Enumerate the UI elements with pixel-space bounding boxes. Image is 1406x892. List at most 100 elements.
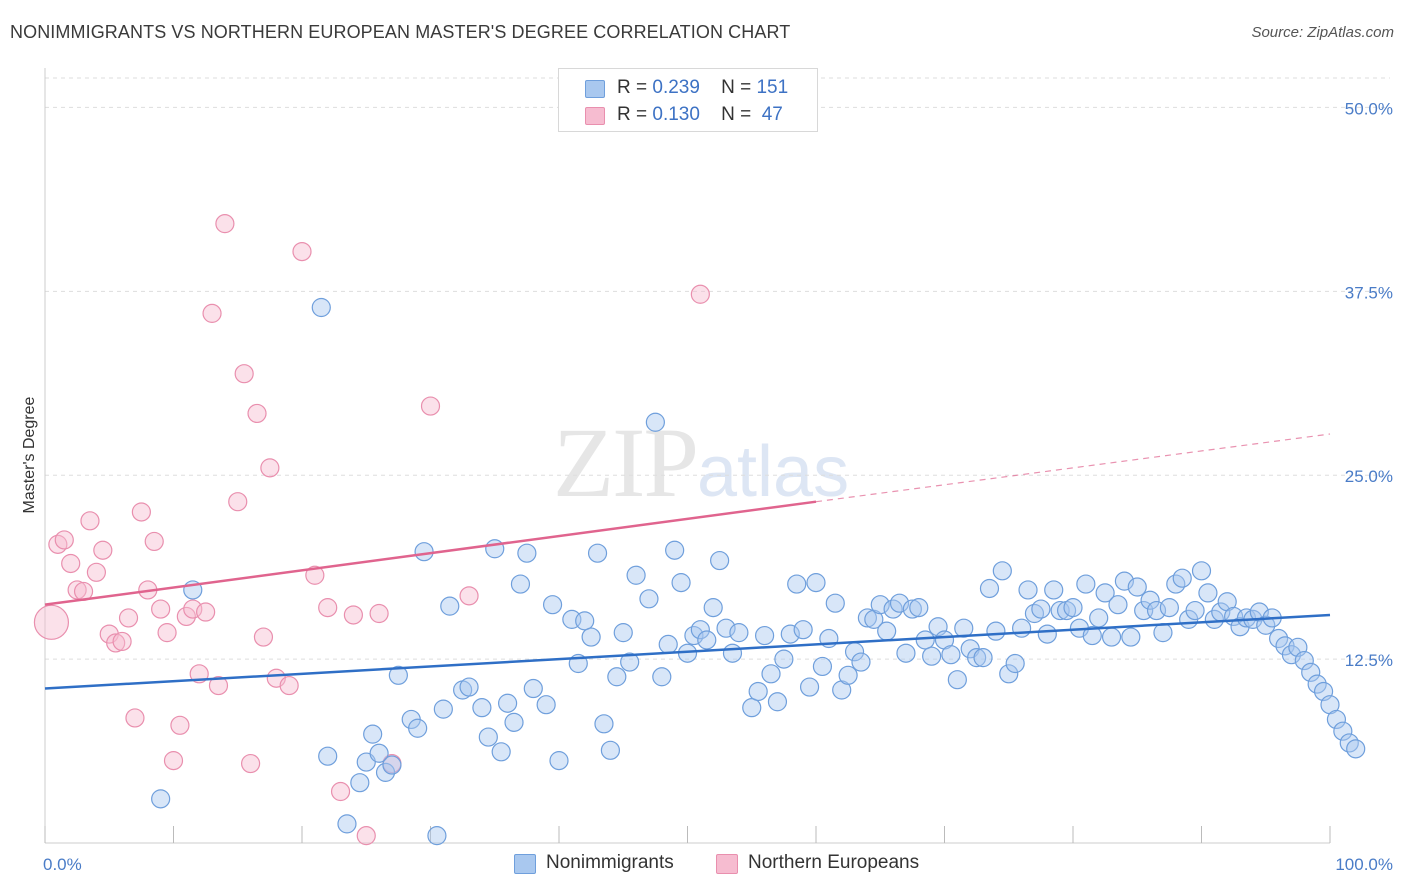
- northern-europeans-point: [253, 627, 274, 647]
- legend-n-value: 47: [761, 104, 783, 125]
- nonimmigrants-point: [690, 620, 710, 640]
- northern-europeans-point: [420, 396, 441, 416]
- northern-europeans-point: [459, 586, 479, 606]
- northern-europeans-point: [292, 241, 312, 262]
- nonimmigrants-point: [986, 621, 1006, 641]
- nonimmigrants-point: [922, 646, 942, 666]
- nonimmigrants-point: [440, 596, 460, 616]
- nonimmigrants-point: [896, 643, 916, 663]
- nonimmigrants-point: [851, 652, 871, 672]
- stats-legend: R = 0.239 N = 151 R = 0.130 N = 47: [558, 68, 818, 132]
- northern-europeans-point: [144, 531, 164, 552]
- nonimmigrants-trend-line: [44, 613, 1331, 690]
- nonimmigrants-point: [1307, 674, 1327, 694]
- northern-europeans-point: [234, 364, 254, 384]
- nonimmigrants-point: [973, 648, 993, 668]
- nonimmigrants-point: [877, 621, 897, 641]
- nonimmigrants-point: [979, 578, 1000, 599]
- nonimmigrants-points: [151, 297, 1366, 846]
- nonimmigrants-point: [639, 589, 659, 609]
- nonimmigrants-point: [620, 652, 640, 672]
- nonimmigrants-point: [671, 573, 691, 593]
- nonimmigrants-point: [575, 611, 595, 631]
- nonimmigrants-point: [498, 693, 518, 713]
- nonimmigrants-point: [665, 540, 685, 560]
- nonimmigrants-point: [517, 543, 537, 563]
- nonimmigrants-point: [658, 634, 678, 654]
- northern-europeans-point: [356, 826, 376, 846]
- nonimmigrants-point: [1108, 595, 1128, 615]
- northern-europeans-point: [260, 458, 280, 478]
- nonimmigrants-point: [1089, 608, 1109, 628]
- nonimmigrants-point: [1011, 618, 1032, 638]
- nonimmigrants-point: [1018, 580, 1038, 600]
- northern-europeans-point: [330, 781, 351, 802]
- northern-europeans-point: [131, 502, 151, 522]
- nonimmigrants-point: [408, 718, 428, 738]
- northern-europeans-point: [241, 753, 261, 774]
- northern-europeans-point: [106, 633, 126, 653]
- legend-n-label: N =: [721, 104, 752, 125]
- nonimmigrants-point: [1031, 599, 1051, 619]
- legend-r-value: 0.239: [652, 77, 700, 98]
- northern-europeans-trend-extension: [815, 433, 1331, 503]
- nonimmigrants-point: [542, 595, 563, 615]
- nonimmigrants-point: [414, 542, 434, 562]
- chart-title: NONIMMIGRANTS VS NORTHERN EUROPEAN MASTE…: [10, 22, 791, 42]
- nonimmigrants-point: [645, 412, 665, 432]
- nonimmigrants-point: [1333, 721, 1353, 741]
- nonimmigrants-point: [947, 670, 967, 690]
- nonimmigrants-point: [536, 695, 556, 715]
- northern-europeans-point: [369, 603, 389, 624]
- nonimmigrants-point: [1044, 580, 1064, 600]
- nonimmigrants-point: [742, 698, 762, 718]
- nonimmigrants-point: [857, 608, 878, 628]
- nonimmigrants-point: [838, 665, 858, 685]
- northern-europeans-point: [86, 562, 107, 582]
- nonimmigrants-point: [375, 762, 396, 782]
- nonimmigrants-point: [703, 598, 723, 618]
- nonimmigrants-point: [999, 664, 1019, 684]
- nonimmigrants-point: [1140, 590, 1160, 610]
- nonimmigrants-point: [369, 743, 389, 763]
- nonimmigrants-point: [909, 598, 929, 618]
- nonimmigrants-point: [992, 561, 1012, 581]
- watermark-zip: ZIP: [553, 407, 699, 518]
- nonimmigrants-point: [1294, 650, 1314, 671]
- nonimmigrants-point: [1172, 568, 1192, 588]
- nonimmigrants-point: [459, 677, 479, 697]
- bottom-legend-swatch-pink: [716, 854, 738, 874]
- nonimmigrants-point: [799, 677, 820, 697]
- nonimmigrants-point: [1127, 577, 1147, 597]
- legend-n-value: 151: [756, 77, 789, 98]
- bottom-legend-label: Northern Europeans: [748, 852, 920, 873]
- nonimmigrants-point: [1095, 583, 1115, 603]
- tick-labels: 12.5% 25.0% 37.5% 50.0% 0.0% 100.0% Master's D…: [21, 99, 1393, 874]
- legend-r-label: R =: [617, 104, 648, 125]
- nonimmigrants-point: [350, 773, 370, 793]
- northern-europeans-point: [112, 631, 132, 652]
- nonimmigrants-point: [1198, 583, 1218, 603]
- y-tick-label: 37.5%: [1345, 283, 1393, 302]
- nonimmigrants-point: [1153, 623, 1173, 643]
- nonimmigrants-point: [151, 789, 171, 809]
- northern-europeans-point: [33, 604, 70, 640]
- northern-europeans-point: [93, 540, 113, 560]
- nonimmigrants-point: [1063, 598, 1083, 618]
- nonimmigrants-point: [754, 625, 775, 646]
- nonimmigrants-point: [491, 742, 511, 762]
- northern-europeans-point: [170, 715, 190, 735]
- northern-europeans-points: [33, 214, 710, 846]
- y-tick-label: 25.0%: [1345, 467, 1393, 486]
- northern-europeans-point: [690, 284, 710, 304]
- nonimmigrants-point: [1204, 609, 1224, 629]
- nonimmigrants-point: [600, 740, 621, 760]
- nonimmigrants-point: [1301, 662, 1321, 682]
- legend-r-label: R =: [617, 77, 648, 98]
- nonimmigrants-point: [581, 627, 601, 647]
- nonimmigrants-point: [382, 755, 402, 775]
- northern-europeans-point: [80, 511, 100, 531]
- nonimmigrants-point: [761, 664, 781, 684]
- nonimmigrants-point: [1121, 627, 1141, 647]
- nonimmigrants-point: [626, 565, 646, 585]
